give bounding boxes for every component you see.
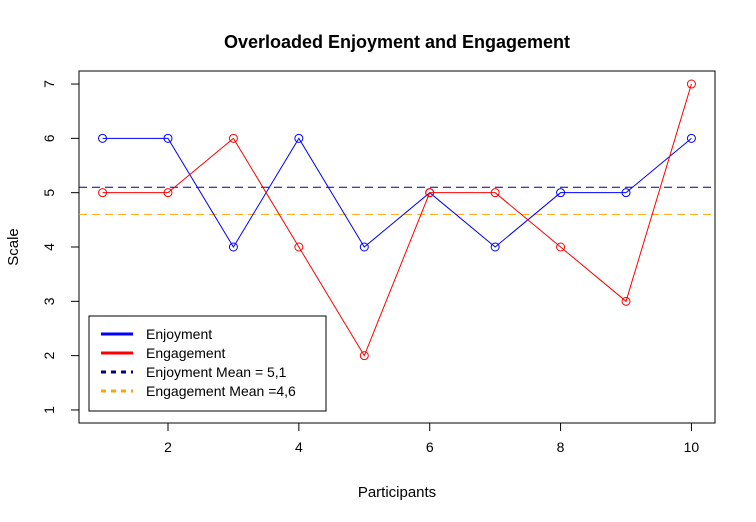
data-point-enjoyment [359, 242, 369, 252]
data-point-enjoyment [98, 133, 108, 143]
data-point-enjoyment [686, 133, 696, 143]
legend-label: Engagement Mean =4,6 [146, 383, 296, 399]
data-point-engagement [490, 188, 500, 198]
data-point-engagement [294, 242, 304, 252]
y-axis-label: Scale [5, 228, 22, 266]
legend-label: Enjoyment [146, 326, 212, 342]
reference-lines [79, 186, 715, 215]
data-point-enjoyment [163, 133, 173, 143]
y-tick-label: 3 [41, 297, 57, 305]
chart-title: Overloaded Enjoyment and Engagement [224, 32, 570, 52]
data-point-enjoyment [490, 242, 500, 252]
data-point-engagement [163, 188, 173, 198]
series-layer [98, 79, 696, 361]
data-point-engagement [556, 242, 566, 252]
y-tick-label: 2 [41, 352, 57, 360]
y-axis: 1 2 3 4 5 6 7 [41, 80, 79, 414]
y-tick-label: 4 [41, 243, 57, 251]
x-tick-label: 8 [557, 439, 565, 455]
x-axis: 2 4 6 8 10 [164, 423, 699, 455]
series-line-engagement [102, 83, 692, 357]
data-point-enjoyment [294, 133, 304, 143]
data-point-engagement [621, 296, 631, 306]
x-tick-label: 4 [295, 439, 303, 455]
data-point-engagement [425, 188, 435, 198]
y-tick-label: 1 [41, 406, 57, 414]
y-tick-label: 5 [41, 189, 57, 197]
legend: Enjoyment Engagement Enjoyment Mean = 5,1 E… [88, 315, 327, 412]
legend-label: Enjoyment Mean = 5,1 [146, 364, 287, 380]
data-point-enjoyment [556, 188, 566, 198]
data-point-engagement [686, 79, 696, 89]
series-line-enjoyment [102, 137, 692, 248]
legend-box [88, 315, 327, 412]
y-tick-label: 6 [41, 134, 57, 142]
data-point-engagement [228, 133, 238, 143]
x-tick-label: 2 [164, 439, 172, 455]
legend-label: Engagement [146, 345, 226, 361]
x-tick-label: 6 [426, 439, 434, 455]
data-point-engagement [98, 188, 108, 198]
x-tick-label: 10 [684, 439, 700, 455]
data-point-engagement [359, 351, 369, 361]
data-point-enjoyment [621, 188, 631, 198]
y-tick-label: 7 [41, 80, 57, 88]
x-axis-label: Participants [358, 484, 436, 501]
data-point-enjoyment [228, 242, 238, 252]
